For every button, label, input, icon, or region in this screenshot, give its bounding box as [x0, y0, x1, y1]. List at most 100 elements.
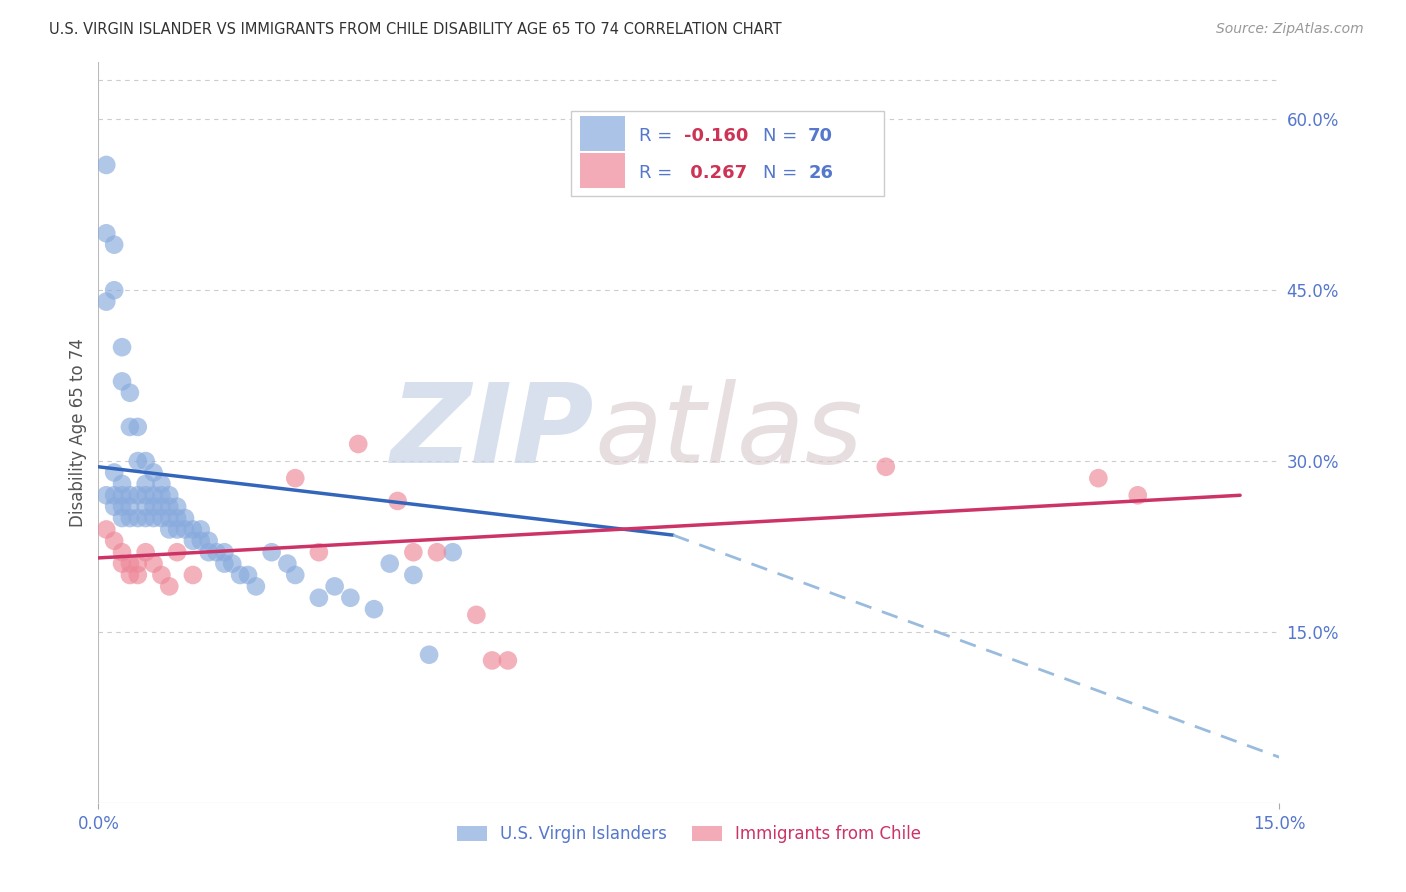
Text: R =: R = [640, 127, 678, 145]
Point [103, 488, 125, 502]
Text: 26: 26 [808, 164, 834, 182]
Point [181, 568, 204, 582]
Point [308, 591, 330, 605]
Point [229, 568, 252, 582]
Point [118, 568, 141, 582]
Y-axis label: Disability Age 65 to 74: Disability Age 65 to 74 [69, 338, 87, 527]
Point [118, 557, 141, 571]
Point [96, 488, 118, 502]
Text: 70: 70 [808, 127, 834, 145]
Text: atlas: atlas [595, 379, 863, 486]
Point [127, 557, 149, 571]
Point [181, 523, 204, 537]
Point [1087, 471, 1109, 485]
Point [245, 579, 267, 593]
Point [174, 523, 197, 537]
Point [284, 568, 307, 582]
Point [142, 488, 165, 502]
Point [142, 511, 165, 525]
Point [142, 557, 165, 571]
Point [157, 488, 180, 502]
Point [111, 511, 134, 525]
Point [118, 385, 141, 400]
Point [402, 545, 425, 559]
Point [127, 568, 149, 582]
Point [150, 500, 173, 514]
Point [426, 545, 449, 559]
Point [127, 420, 149, 434]
Text: Source: ZipAtlas.com: Source: ZipAtlas.com [1216, 22, 1364, 37]
Point [387, 494, 409, 508]
Point [111, 476, 134, 491]
Point [323, 579, 346, 593]
Point [190, 523, 212, 537]
Point [118, 420, 141, 434]
Point [214, 557, 236, 571]
Text: -0.160: -0.160 [685, 127, 748, 145]
FancyBboxPatch shape [571, 111, 884, 195]
Text: N =: N = [763, 164, 803, 182]
Text: 0.267: 0.267 [685, 164, 748, 182]
Point [236, 568, 259, 582]
Point [190, 533, 212, 548]
Point [127, 511, 149, 525]
Point [308, 545, 330, 559]
Point [150, 488, 173, 502]
Point [481, 653, 503, 667]
Text: N =: N = [763, 127, 803, 145]
Point [221, 557, 243, 571]
Point [166, 545, 188, 559]
FancyBboxPatch shape [581, 116, 626, 152]
Text: U.S. VIRGIN ISLANDER VS IMMIGRANTS FROM CHILE DISABILITY AGE 65 TO 74 CORRELATIO: U.S. VIRGIN ISLANDER VS IMMIGRANTS FROM … [49, 22, 782, 37]
Point [150, 568, 173, 582]
Point [103, 500, 125, 514]
Point [96, 294, 118, 309]
Point [135, 545, 157, 559]
Point [197, 545, 219, 559]
Point [96, 158, 118, 172]
Point [96, 523, 118, 537]
Point [157, 500, 180, 514]
Point [496, 653, 519, 667]
Point [157, 511, 180, 525]
Point [157, 523, 180, 537]
Point [127, 454, 149, 468]
Point [174, 511, 197, 525]
Point [142, 500, 165, 514]
Point [276, 557, 298, 571]
Point [205, 545, 228, 559]
FancyBboxPatch shape [581, 153, 626, 188]
Point [135, 500, 157, 514]
Text: R =: R = [640, 164, 678, 182]
Point [284, 471, 307, 485]
Point [339, 591, 361, 605]
Point [378, 557, 401, 571]
Point [150, 511, 173, 525]
Point [135, 454, 157, 468]
Legend: U.S. Virgin Islanders, Immigrants from Chile: U.S. Virgin Islanders, Immigrants from C… [450, 819, 928, 850]
Point [111, 488, 134, 502]
Point [157, 579, 180, 593]
Point [127, 488, 149, 502]
Point [103, 533, 125, 548]
Text: ZIP: ZIP [391, 379, 595, 486]
Point [441, 545, 464, 559]
Point [118, 488, 141, 502]
Point [418, 648, 440, 662]
Point [181, 533, 204, 548]
Point [111, 500, 134, 514]
Point [875, 459, 897, 474]
Point [135, 488, 157, 502]
Point [150, 476, 173, 491]
Point [103, 237, 125, 252]
Point [166, 500, 188, 514]
Point [111, 557, 134, 571]
Point [1126, 488, 1149, 502]
Point [111, 340, 134, 354]
Point [166, 511, 188, 525]
Point [214, 545, 236, 559]
Point [103, 283, 125, 297]
Point [197, 533, 219, 548]
Point [96, 227, 118, 241]
Point [363, 602, 385, 616]
